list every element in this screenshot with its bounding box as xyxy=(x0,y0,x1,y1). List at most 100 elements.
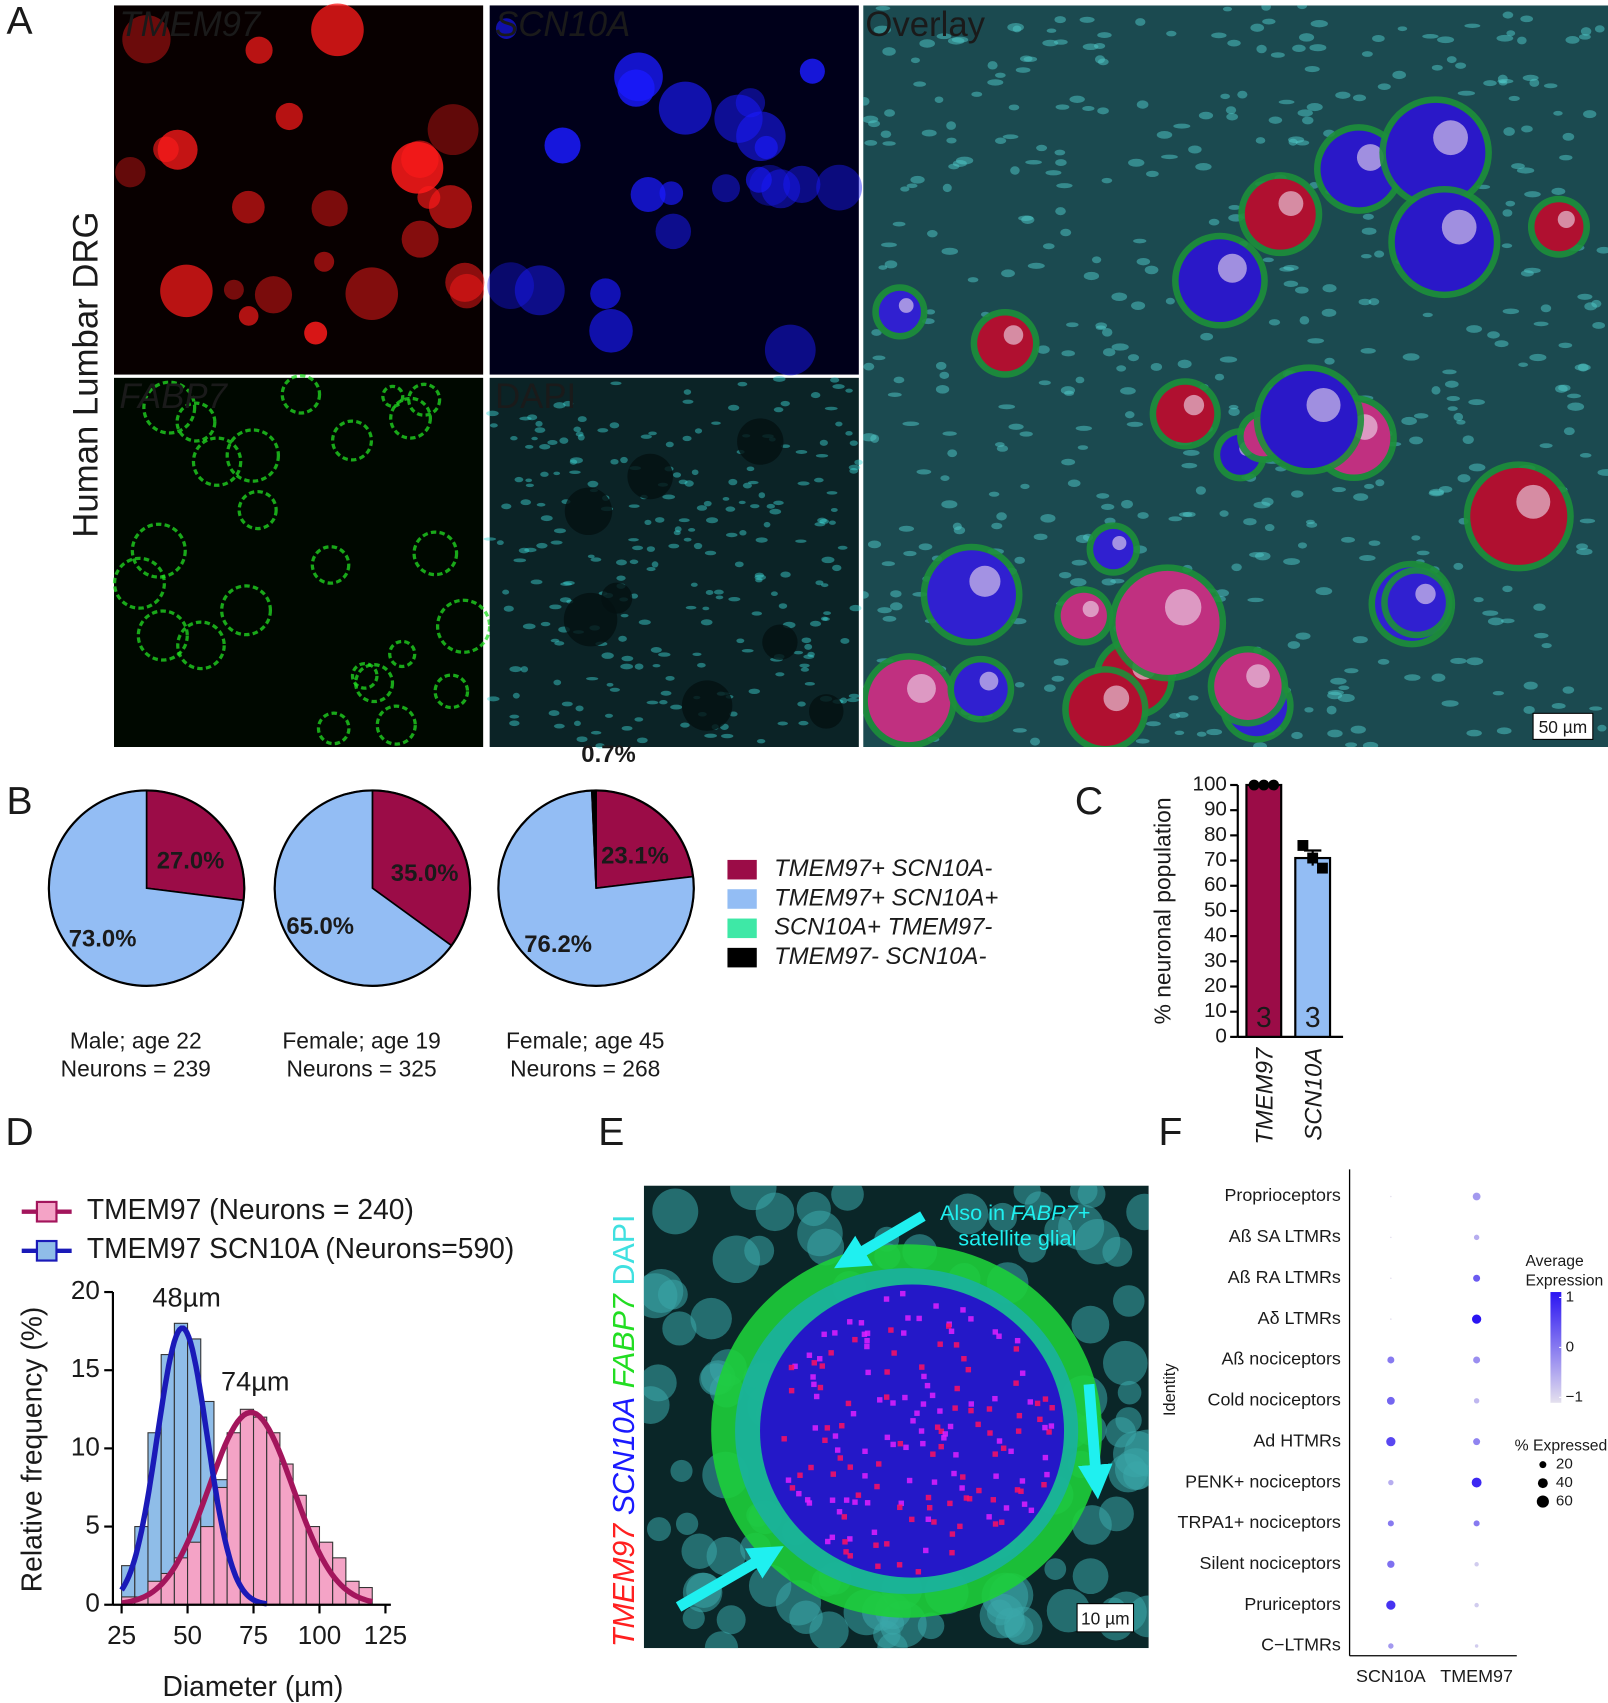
transcript xyxy=(847,1319,853,1325)
transcript xyxy=(992,1521,999,1527)
expression-dot xyxy=(1388,1643,1394,1649)
nucleus xyxy=(1070,578,1087,587)
nucleus xyxy=(1562,132,1575,141)
transcript xyxy=(990,1497,997,1503)
cell-signal xyxy=(275,102,303,131)
expression-dot xyxy=(1471,1314,1482,1324)
nucleus xyxy=(1358,298,1372,306)
nucleus xyxy=(1077,445,1089,450)
transcript xyxy=(992,1451,998,1457)
nucleus xyxy=(1091,256,1102,264)
cell-signal xyxy=(589,309,633,353)
size-legend-dot xyxy=(1539,1461,1547,1469)
nucleus xyxy=(1502,209,1513,217)
transcript xyxy=(919,1364,925,1370)
nucleus xyxy=(900,186,910,192)
scale-bar-box xyxy=(1076,1603,1135,1633)
transcript xyxy=(992,1329,999,1335)
nucleus xyxy=(780,444,791,448)
annotation: Also in FABP7+ xyxy=(940,1200,1090,1225)
nucleus xyxy=(660,690,672,696)
nucleus xyxy=(1014,556,1025,564)
nucleus xyxy=(1291,490,1304,498)
nucleus xyxy=(536,502,546,507)
nucleus xyxy=(1397,26,1408,32)
nucleus xyxy=(1558,384,1571,392)
nucleus xyxy=(1431,64,1443,71)
nucleus xyxy=(1533,321,1549,327)
nucleus xyxy=(848,464,861,471)
nucleus xyxy=(1444,380,1459,388)
nucleus xyxy=(531,436,538,441)
nucleus xyxy=(775,672,785,677)
nucleus xyxy=(554,641,565,646)
y-tick-label: 50 xyxy=(1204,898,1227,921)
transcript xyxy=(804,1497,811,1503)
nucleus xyxy=(1431,386,1441,395)
row-label: TRPA1+ nociceptors xyxy=(1178,1512,1341,1532)
transcript xyxy=(858,1320,865,1326)
nucleus xyxy=(884,260,898,269)
nucleus xyxy=(1431,673,1446,682)
nucleus xyxy=(554,528,566,534)
nucleus xyxy=(848,693,860,699)
nucleus xyxy=(795,450,808,454)
nucleus xyxy=(1219,356,1238,363)
cell-highlight xyxy=(1246,664,1270,688)
nucleus xyxy=(835,421,843,427)
transcript xyxy=(925,1494,932,1501)
transcript xyxy=(890,1400,896,1406)
size-legend-label: 40 xyxy=(1556,1474,1573,1491)
nucleus xyxy=(618,635,627,642)
nucleus xyxy=(995,1607,1026,1638)
nucleus xyxy=(1592,322,1606,329)
nucleus xyxy=(569,470,581,474)
nucleus xyxy=(1583,110,1597,119)
nucleus xyxy=(1324,357,1335,365)
nucleus xyxy=(1374,250,1385,258)
nucleus xyxy=(750,504,760,509)
nucleus xyxy=(814,477,824,483)
cell-signal xyxy=(783,165,821,203)
transcript xyxy=(1015,1428,1022,1434)
transcript xyxy=(1046,1429,1052,1435)
nucleus xyxy=(548,710,560,717)
nucleus xyxy=(925,309,936,315)
cell-signal xyxy=(745,166,772,193)
nucleus xyxy=(728,478,738,486)
nucleus xyxy=(1111,292,1128,302)
cell-void xyxy=(564,487,613,535)
nucleus xyxy=(539,444,551,450)
cell-ring xyxy=(175,401,217,443)
nucleus xyxy=(951,36,969,43)
nucleus xyxy=(1468,463,1486,472)
legend-swatch xyxy=(727,918,757,939)
row-label: Aß SA LTMRs xyxy=(1229,1226,1341,1246)
nucleus xyxy=(662,494,676,500)
nucleus xyxy=(1075,425,1092,431)
nucleus xyxy=(773,500,784,506)
nucleus xyxy=(890,590,902,598)
nucleus xyxy=(770,591,778,597)
size-legend-dot xyxy=(1537,1478,1548,1489)
nucleus xyxy=(651,561,659,568)
nucleus xyxy=(1288,138,1298,146)
nucleus xyxy=(503,605,514,612)
pie-value-label: 27.0% xyxy=(157,848,225,875)
nucleus xyxy=(715,595,724,600)
nucleus xyxy=(1453,562,1464,570)
nucleus xyxy=(870,434,880,443)
nucleus xyxy=(840,638,850,644)
nucleus xyxy=(987,61,998,70)
nucleus xyxy=(668,543,680,549)
nucleus xyxy=(1083,271,1100,281)
transcript xyxy=(829,1497,836,1503)
nucleus xyxy=(742,482,752,489)
transcript xyxy=(910,1418,916,1424)
nucleus xyxy=(1353,493,1369,501)
nucleus xyxy=(636,737,648,744)
nucleus xyxy=(1046,28,1057,33)
nucleus xyxy=(1297,542,1308,549)
nucleus xyxy=(628,504,640,508)
nucleus xyxy=(525,444,534,449)
